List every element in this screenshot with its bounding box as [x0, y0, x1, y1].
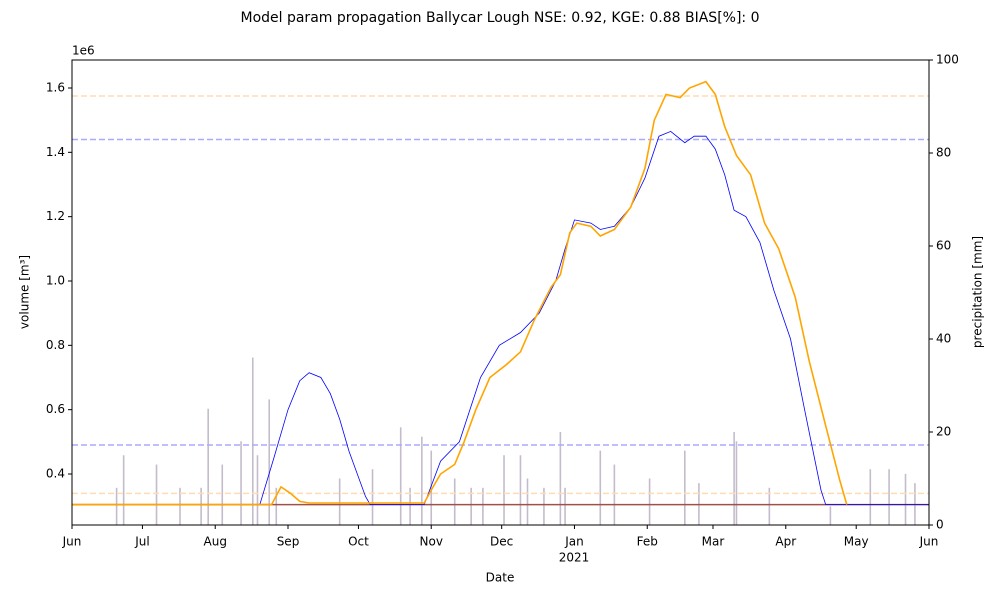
y-tick-label: 1.0 [46, 273, 65, 287]
precip-bar [155, 464, 158, 525]
x-tick-label: Sep [277, 535, 300, 549]
precip-bar [115, 487, 118, 525]
precip-bar [768, 487, 771, 525]
precip-bar [207, 408, 209, 525]
series-line [72, 80, 848, 506]
plot-frame [71, 59, 930, 526]
precip-bar [409, 487, 411, 525]
precip-bar [268, 399, 271, 525]
precip-bar [869, 469, 872, 525]
precip-bar [453, 478, 456, 525]
precip-bar [399, 427, 402, 525]
precip-bar [200, 487, 202, 525]
precip-bar [221, 464, 224, 525]
y-tick-label: 1.4 [46, 145, 65, 159]
x-tick-label: May [844, 535, 869, 549]
precip-bar [526, 478, 529, 525]
precip-bar [888, 469, 890, 525]
x-tick-label: Nov [420, 535, 443, 549]
precip-bar [251, 357, 254, 525]
precip-bar [735, 441, 738, 525]
x-tick-label: Jan [564, 535, 584, 549]
precip-bar [564, 487, 566, 525]
x-axis-label: Date [486, 571, 515, 585]
precip-bar [275, 487, 278, 525]
precip-bar [684, 450, 686, 525]
y-offset-label: 1e6 [72, 44, 95, 58]
y2-tick-label: 60 [936, 239, 951, 253]
x-tick-label: Mar [702, 535, 725, 549]
precip-bar [904, 473, 907, 525]
precip-bar [503, 455, 505, 525]
precip-bar [371, 469, 374, 525]
x-tick-label: Jun [62, 535, 82, 549]
y-axis-label: volume [m³] [18, 255, 32, 329]
x-tick-label: Aug [204, 535, 227, 549]
precip-bar [470, 487, 472, 525]
precip-bar [430, 450, 433, 525]
precip-bar [338, 478, 341, 525]
precip-bar [240, 441, 242, 525]
y2-tick-label: 0 [936, 518, 944, 532]
y-tick-label: 1.6 [46, 80, 65, 94]
precip-bar [179, 487, 181, 525]
precip-bar [733, 432, 735, 525]
y2-tick-label: 100 [936, 53, 959, 67]
precip-bar [482, 487, 484, 525]
precip-bar [519, 455, 522, 525]
x-tick-label: Jul [134, 535, 149, 549]
precip-bar [648, 478, 651, 525]
x-tick-label: Jun [919, 535, 939, 549]
x-tick-label: Oct [348, 535, 369, 549]
y-tick-label: 0.6 [46, 402, 65, 416]
precip-bar [599, 450, 602, 525]
x-tick-label: Dec [490, 535, 513, 549]
precip-bar [613, 464, 616, 525]
precip-bar [829, 506, 832, 525]
precip-bar [543, 487, 545, 525]
y-tick-label: 0.4 [46, 467, 65, 481]
y-tick-label: 1.2 [46, 209, 65, 223]
year-label: 2021 [559, 551, 590, 565]
y2-tick-label: 80 [936, 146, 951, 160]
precip-bar [122, 455, 125, 525]
y2-tick-label: 40 [936, 332, 951, 346]
precip-bar [256, 455, 259, 525]
precip-bar [559, 432, 562, 525]
series-line [72, 130, 929, 505]
x-tick-label: Apr [775, 535, 796, 549]
y-tick-label: 0.8 [46, 338, 65, 352]
y2-tick-label: 20 [936, 425, 951, 439]
precip-bar [421, 436, 423, 525]
x-tick-label: Feb [637, 535, 658, 549]
y2-axis-label: precipitation [mm] [971, 236, 985, 348]
chart-title: Model param propagation Ballycar Lough N… [240, 10, 759, 26]
